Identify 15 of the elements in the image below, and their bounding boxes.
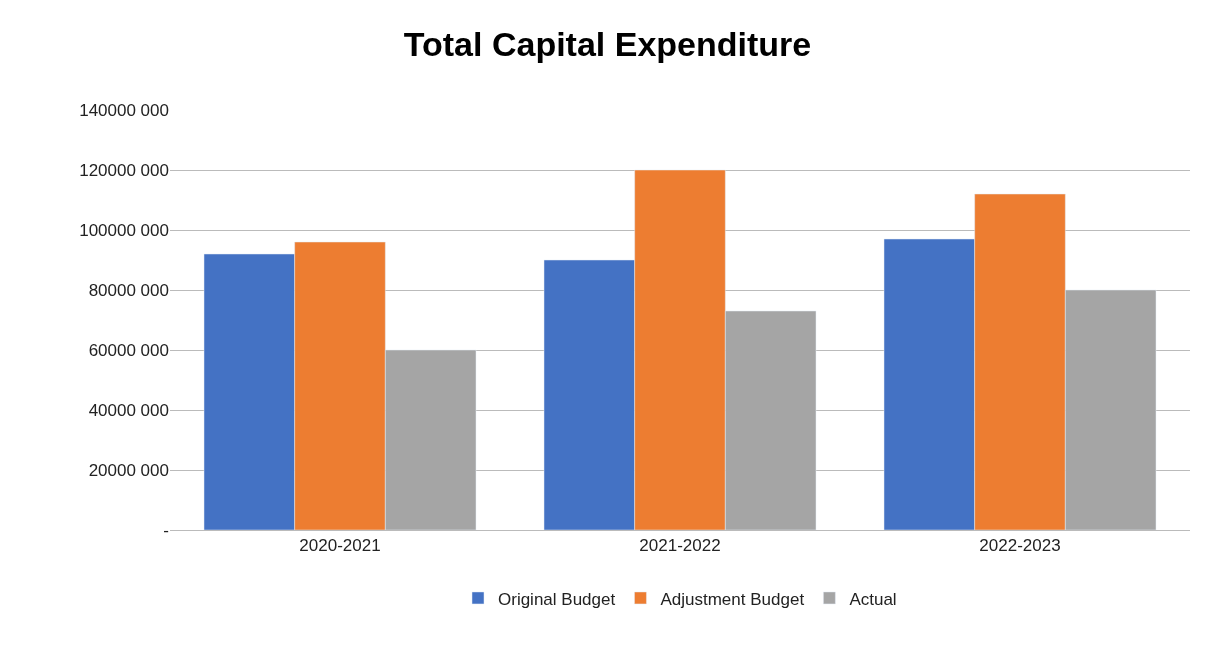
y-tick-label: 60000 000: [88, 340, 169, 360]
y-tick-label: 140000 000: [79, 100, 169, 120]
x-tick-label: 2021-2022: [639, 536, 721, 556]
y-tick-label: 120000 000: [79, 160, 169, 180]
legend-label: Actual: [849, 589, 897, 609]
y-tick-label: 20000 000: [88, 460, 169, 480]
chart-title: Total Capital Expenditure: [403, 25, 812, 64]
y-tick-label: -: [163, 520, 169, 540]
legend-label: Original Budget: [498, 589, 616, 609]
y-tick-label: 40000 000: [88, 400, 169, 420]
y-tick-label: 100000 000: [79, 220, 169, 240]
legend-label: Adjustment Budget: [660, 589, 805, 609]
y-tick-label: 80000 000: [88, 280, 169, 300]
x-tick-label: 2022-2023: [979, 536, 1061, 556]
x-tick-label: 2020-2021: [299, 536, 381, 556]
